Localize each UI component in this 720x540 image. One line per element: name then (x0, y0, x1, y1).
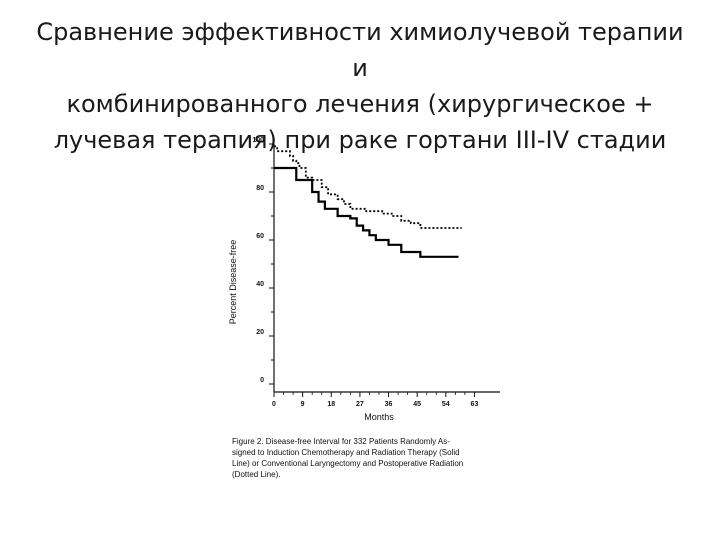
slide-title: Сравнение эффективности химиолучевой тер… (30, 14, 690, 158)
x-tick-label: 54 (442, 401, 450, 408)
slide-title-line-2: комбинированного лечения (хирургическое … (66, 90, 654, 118)
y-tick-label: 60 (256, 233, 264, 240)
caption-line-1: Figure 2. Disease-free Interval for 332 … (232, 437, 450, 446)
y-tick-label: 100 (252, 137, 264, 144)
x-axis-title: Months (364, 412, 394, 422)
x-tick-label: 27 (356, 401, 364, 408)
series-line-dotted (274, 145, 462, 229)
caption-line-3: Line) or Conventional Laryngectomy and P… (232, 459, 464, 468)
caption-line-4: (Dotted Line). (232, 470, 281, 479)
slide-title-line-1: Сравнение эффективности химиолучевой тер… (36, 18, 684, 82)
y-tick-label: 0 (260, 377, 264, 384)
x-tick-label: 0 (272, 401, 276, 408)
slide-title-line-3: лучевая терапия) при раке гортани III-IV… (53, 126, 667, 154)
y-axis-title: Percent Disease-free (228, 240, 238, 325)
disease-free-chart: 0 20 40 60 80 100 0 9 18 27 36 45 54 63 Months Percen… (228, 137, 500, 422)
x-tick-label: 45 (413, 401, 421, 408)
caption-line-2: signed to Induction Chemotherapy and Rad… (232, 448, 460, 457)
y-tick-label: 20 (256, 329, 264, 336)
x-tick-label: 63 (471, 401, 479, 408)
figure-caption: Figure 2. Disease-free Interval for 332 … (232, 436, 522, 480)
series-line-solid (274, 166, 459, 258)
y-tick-label: 80 (256, 185, 264, 192)
y-tick-label: 40 (256, 281, 264, 288)
x-tick-label: 36 (385, 401, 393, 408)
x-tick-label: 9 (301, 401, 305, 408)
x-tick-label: 18 (327, 401, 335, 408)
